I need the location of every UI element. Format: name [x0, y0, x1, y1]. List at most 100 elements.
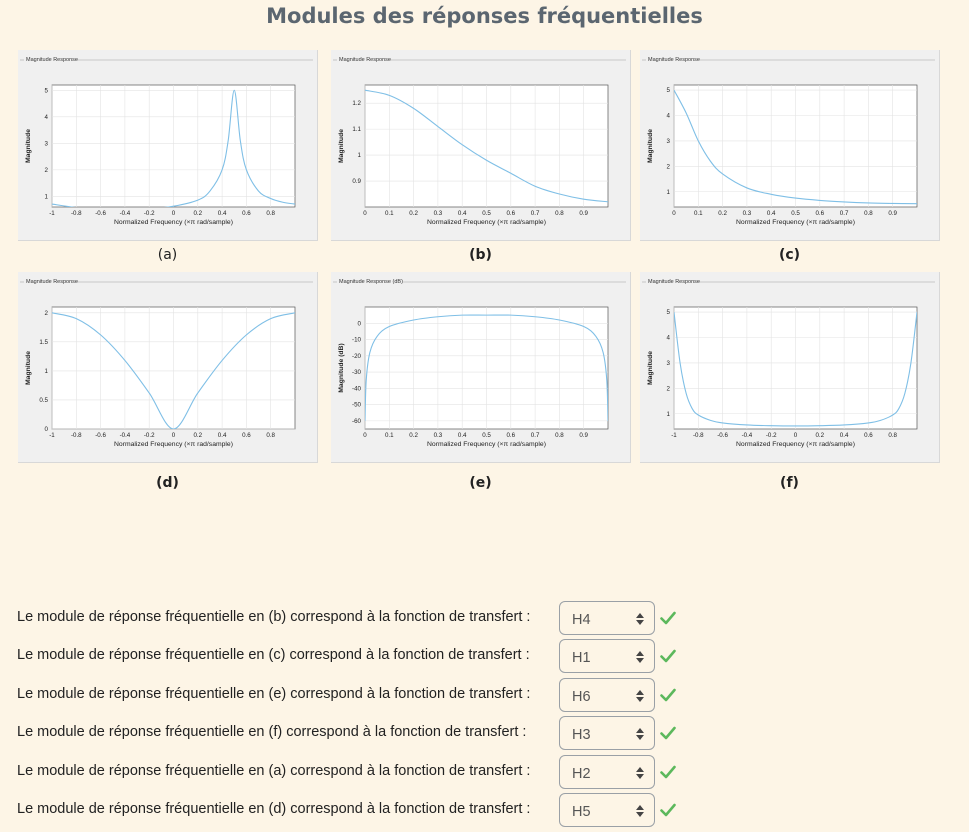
caption-a: (a) [157, 247, 178, 263]
x-tick-label: 0.1 [694, 210, 703, 217]
correct-check-icon [660, 803, 676, 817]
y-tick-label: 0.9 [352, 178, 361, 185]
y-tick-label: 4 [667, 335, 671, 342]
question-row: Le module de réponse fréquentielle en (f… [17, 716, 697, 752]
chart-panel-d: Magnitude Response -1 -0.8 -0.6 -0.4 -0.2 0 0.2… [18, 272, 318, 463]
y-tick-label: -50 [352, 402, 362, 409]
x-tick-label: -0.8 [71, 210, 82, 217]
chart-panel-e: Magnitude Response (dB) 0 0.1 0.2 0.3 0.4 0.5 0… [331, 272, 631, 463]
question-text: Le module de réponse fréquentielle en (f… [17, 724, 527, 740]
x-tick-label: 0.3 [434, 432, 443, 439]
x-tick-label: 0.2 [409, 432, 418, 439]
question-text: Le module de réponse fréquentielle en (c… [17, 647, 530, 663]
y-tick-label: -10 [352, 337, 362, 344]
panel-header: Magnitude Response [648, 57, 700, 63]
y-axis-label: Magnitude [338, 129, 345, 163]
question-row: Le module de réponse fréquentielle en (b… [17, 601, 697, 637]
x-tick-label: 0 [172, 432, 176, 439]
x-tick-label: 0.6 [242, 432, 251, 439]
x-axis-label: Normalized Frequency (×π rad/sample) [114, 219, 233, 226]
transfer-function-select[interactable]: H2 [559, 755, 655, 789]
y-tick-label: 4 [667, 113, 671, 120]
x-tick-label: 0.9 [579, 432, 588, 439]
x-tick-label: 0.2 [815, 432, 824, 439]
x-tick-label: -0.4 [742, 432, 753, 439]
chart-a: Magnitude Response -1 -0.8 -0.6 -0.4 -0.2 0 0.2… [20, 57, 313, 226]
x-tick-label: 0.1 [385, 432, 394, 439]
caption-c: (c) [778, 247, 801, 263]
y-tick-label: 1 [667, 189, 671, 196]
select-value: H4 [572, 612, 591, 628]
y-tick-label: -20 [352, 353, 362, 360]
question-text: Le module de réponse fréquentielle en (d… [17, 801, 531, 817]
caption-f: (f) [780, 475, 799, 491]
x-tick-label: 0.6 [864, 432, 873, 439]
x-tick-label: -0.2 [766, 432, 777, 439]
x-tick-label: 0.7 [531, 210, 540, 217]
x-axis-label: Normalized Frequency (×π rad/sample) [114, 441, 233, 448]
x-tick-label: -0.4 [120, 210, 131, 217]
transfer-function-select[interactable]: H3 [559, 716, 655, 750]
y-axis-label: Magnitude [647, 129, 654, 163]
caption-e: (e) [469, 475, 492, 491]
x-tick-label: 0.4 [767, 210, 776, 217]
x-tick-label: 0.7 [531, 432, 540, 439]
chart-d: Magnitude Response -1 -0.8 -0.6 -0.4 -0.2 0 0.2… [20, 279, 313, 448]
x-tick-label: 0 [363, 210, 367, 217]
y-tick-label: 1.1 [352, 126, 361, 133]
x-tick-label: 0.7 [840, 210, 849, 217]
panel-header: Magnitude Response [648, 279, 700, 285]
x-tick-label: -0.8 [693, 432, 704, 439]
y-tick-label: 1.2 [352, 100, 361, 107]
select-value: H6 [572, 689, 591, 705]
x-tick-label: -1 [671, 432, 677, 439]
y-tick-label: 1 [358, 152, 362, 159]
transfer-function-select[interactable]: H1 [559, 639, 655, 673]
question-text: Le module de réponse fréquentielle en (e… [17, 686, 531, 702]
x-tick-label: 0.6 [815, 210, 824, 217]
correct-check-icon [660, 765, 676, 779]
transfer-function-select[interactable]: H6 [559, 678, 655, 712]
x-tick-label: 0.5 [791, 210, 800, 217]
x-tick-label: 0.8 [864, 210, 873, 217]
y-axis-label: Magnitude [25, 351, 32, 385]
x-tick-label: 0.2 [409, 210, 418, 217]
chart-c: Magnitude Response 0 0.1 0.2 0.3 0.4 0.5 0.6 0.7… [642, 57, 935, 226]
x-tick-label: 0.6 [242, 210, 251, 217]
x-tick-label: 0.1 [385, 210, 394, 217]
x-tick-label: 0.9 [579, 210, 588, 217]
x-tick-label: -0.6 [95, 210, 106, 217]
select-value: H3 [572, 727, 591, 743]
x-tick-label: -0.6 [95, 432, 106, 439]
chart-panel-a: Magnitude Response -1 -0.8 -0.6 -0.4 -0.2 0 0.2… [18, 50, 318, 241]
x-tick-label: 0.4 [458, 210, 467, 217]
y-tick-label: -40 [352, 385, 362, 392]
y-tick-label: 3 [667, 138, 671, 145]
x-tick-label: 0 [672, 210, 676, 217]
y-tick-label: 3 [45, 140, 49, 147]
y-tick-label: 2 [667, 163, 671, 170]
y-tick-label: 2 [45, 310, 49, 317]
y-tick-label: 5 [667, 87, 671, 94]
y-tick-label: 1.5 [39, 339, 48, 346]
x-axis-label: Normalized Frequency (×π rad/sample) [736, 219, 855, 226]
x-tick-label: 0.6 [506, 432, 515, 439]
x-tick-label: -0.4 [120, 432, 131, 439]
panel-header: Magnitude Response [26, 57, 78, 63]
y-tick-label: -60 [352, 418, 362, 425]
x-tick-label: 0.4 [458, 432, 467, 439]
transfer-function-select[interactable]: H4 [559, 601, 655, 635]
chart-b: Magnitude Response 0 0.1 0.2 0.3 0.4 0.5 0.6 0.7… [333, 57, 626, 226]
y-tick-label: 5 [667, 309, 671, 316]
chart-f: Magnitude Response -1 -0.8 -0.6 -0.4 -0.2 0 0.2… [642, 279, 935, 448]
transfer-function-select[interactable]: H5 [559, 793, 655, 827]
select-value: H1 [572, 650, 591, 666]
select-value: H2 [572, 766, 591, 782]
x-tick-label: 0 [363, 432, 367, 439]
x-tick-label: -0.6 [717, 432, 728, 439]
y-tick-label: 1 [45, 368, 49, 375]
correct-check-icon [660, 611, 676, 625]
x-tick-label: 0.4 [218, 210, 227, 217]
caption-b: (b) [469, 247, 492, 263]
select-updown-icon [636, 728, 644, 740]
